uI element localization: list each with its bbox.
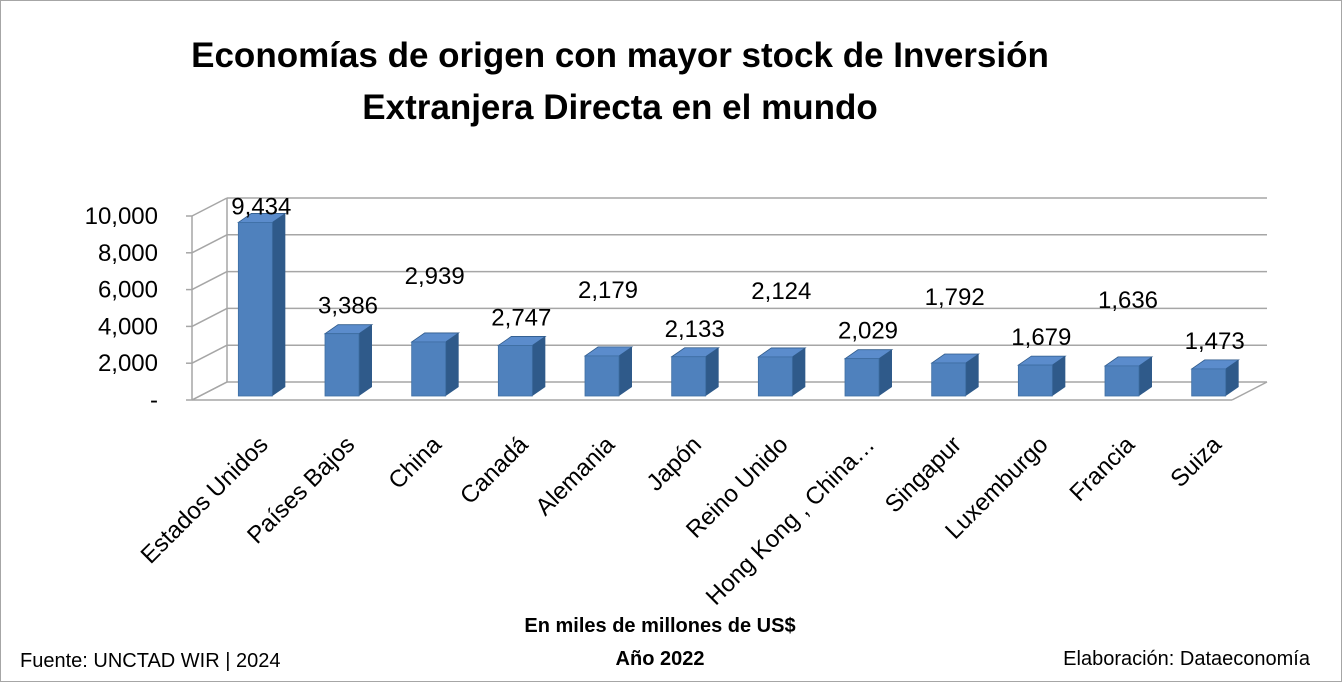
bar-side <box>359 324 372 396</box>
bar <box>584 355 620 397</box>
data-label: 9,434 <box>231 193 291 220</box>
bar-side <box>619 346 632 396</box>
gridline-diagonal <box>191 344 228 364</box>
data-label: 3,386 <box>318 293 378 320</box>
category-label: Alemania <box>530 431 620 521</box>
y-tick-label: 4,000 <box>98 313 158 340</box>
category-label: Estados Unidos <box>136 431 274 569</box>
bar <box>411 341 447 397</box>
gridline-diagonal <box>191 381 228 401</box>
y-tick-label: - <box>150 387 158 414</box>
chart-title-line2: Extranjera Directa en el mundo <box>362 88 878 127</box>
bar <box>497 345 533 397</box>
bar-side <box>1139 356 1152 396</box>
bar-side <box>879 349 892 396</box>
bar <box>757 356 793 397</box>
y-tick-label: 6,000 <box>98 277 158 304</box>
category-label: China <box>383 431 447 495</box>
bar <box>1017 364 1053 397</box>
data-label: 2,029 <box>838 318 898 345</box>
category-label: Hong Kong , China… <box>701 431 880 610</box>
data-label: 2,747 <box>491 304 551 331</box>
data-label: 1,792 <box>925 284 985 311</box>
bar <box>324 333 360 397</box>
unit-label: En miles de millones de US$ <box>524 615 796 637</box>
data-label: 1,636 <box>1098 287 1158 314</box>
data-label: 2,124 <box>751 278 811 305</box>
category-label: Francia <box>1065 431 1141 507</box>
gridline-diagonal <box>191 307 228 328</box>
gridline-diagonal <box>191 197 228 217</box>
year-label: Año 2022 <box>615 648 705 670</box>
gridline-diagonal <box>191 270 228 291</box>
gridline-diagonal <box>191 234 228 254</box>
bar-side <box>705 347 719 396</box>
y-tick-label: 10,000 <box>85 203 158 230</box>
bar <box>1191 368 1227 397</box>
category-label: Singapur <box>880 431 967 518</box>
credit-note: Elaboración: Dataeconomía <box>1063 648 1310 670</box>
bar-side <box>1052 356 1066 396</box>
y-tick-label: 2,000 <box>98 350 158 377</box>
chart-title-line1: Economías de origen con mayor stock de I… <box>191 36 1049 75</box>
category-label: Suiza <box>1165 431 1227 493</box>
bar <box>1104 365 1140 397</box>
data-label: 1,473 <box>1185 328 1245 355</box>
bar-side <box>272 213 286 396</box>
bar-side <box>1225 359 1239 396</box>
data-label: 2,179 <box>578 277 638 304</box>
data-label: 2,939 <box>405 263 465 290</box>
data-label: 2,133 <box>665 316 725 343</box>
data-label: 1,679 <box>1011 324 1071 351</box>
bar <box>671 356 707 397</box>
source-note: Fuente: UNCTAD WIR | 2024 <box>20 650 281 672</box>
bar-side <box>445 332 459 396</box>
bar-side <box>965 354 979 396</box>
y-tick-label: 8,000 <box>98 240 158 267</box>
floor-right-edge <box>1231 381 1268 401</box>
bar-side <box>792 347 806 396</box>
category-label: Canadá <box>455 431 534 510</box>
bar <box>844 358 880 397</box>
bar <box>237 222 273 397</box>
bar <box>931 362 967 397</box>
bar-side <box>532 336 546 396</box>
category-label: Japón <box>642 431 707 496</box>
